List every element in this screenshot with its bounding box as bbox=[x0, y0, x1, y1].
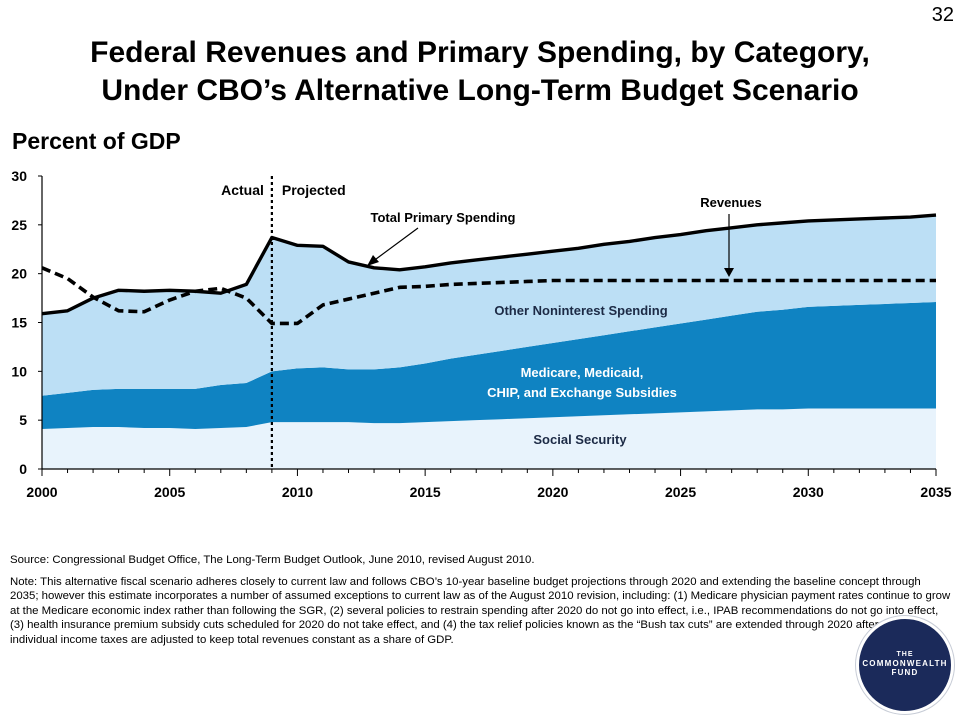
x-tick-label: 2005 bbox=[154, 484, 185, 500]
x-tick-label: 2025 bbox=[665, 484, 696, 500]
y-tick-label: 25 bbox=[11, 217, 27, 233]
area-series-1 bbox=[42, 408, 936, 469]
y-tick-label: 15 bbox=[11, 315, 27, 331]
x-tick-label: 2035 bbox=[920, 484, 951, 500]
x-tick-label: 2015 bbox=[410, 484, 441, 500]
other-noninterest-label: Other Noninterest Spending bbox=[494, 303, 667, 318]
y-tick-label: 5 bbox=[19, 412, 27, 428]
revenues-arrowhead bbox=[724, 268, 734, 277]
source-text: Source: Congressional Budget Office, The… bbox=[10, 554, 535, 566]
x-tick-label: 2000 bbox=[26, 484, 57, 500]
annotations: Actual Projected Total Primary Spending Rev… bbox=[221, 182, 762, 447]
note-text: Note: This alternative fiscal scenario a… bbox=[10, 576, 951, 646]
y-tick-label: 0 bbox=[19, 461, 27, 477]
medicare-label-line2: CHIP, and Exchange Subsidies bbox=[487, 385, 677, 400]
total-primary-spending-line bbox=[41, 213, 937, 316]
x-tick-label: 2030 bbox=[793, 484, 824, 500]
line-series bbox=[41, 213, 937, 326]
slide-number: 32 bbox=[931, 4, 954, 26]
x-tick-label: 2010 bbox=[282, 484, 313, 500]
area-layers bbox=[42, 215, 936, 469]
area-series-3 bbox=[42, 215, 936, 396]
logo-line1: THE bbox=[896, 651, 914, 658]
chart-title-line1: Federal Revenues and Primary Spending, b… bbox=[90, 36, 870, 69]
commonwealth-fund-logo: THE COMMONWEALTH FUND bbox=[856, 616, 954, 714]
total-primary-spending-label: Total Primary Spending bbox=[371, 210, 516, 225]
y-axis-unit-label: Percent of GDP bbox=[12, 128, 181, 154]
logo-line2: COMMONWEALTH bbox=[862, 659, 948, 668]
medicare-label-line1: Medicare, Medicaid, bbox=[521, 365, 644, 380]
y-tick-label: 30 bbox=[11, 168, 27, 184]
revenues-label: Revenues bbox=[700, 195, 761, 210]
total-spending-arrowhead bbox=[367, 255, 379, 266]
chart-title-line2: Under CBO’s Alternative Long-Term Budget… bbox=[101, 74, 859, 107]
area-series-2 bbox=[42, 301, 936, 429]
chart-title: Federal Revenues and Primary Spending, b… bbox=[0, 34, 960, 110]
actual-label: Actual bbox=[221, 182, 264, 198]
y-tick-label: 10 bbox=[11, 363, 27, 379]
total-spending-arrow bbox=[371, 227, 419, 263]
social-security-label: Social Security bbox=[533, 432, 627, 447]
revenues-line bbox=[41, 266, 936, 326]
projected-label: Projected bbox=[282, 182, 346, 198]
x-tick-label: 2020 bbox=[537, 484, 568, 500]
logo-line3: FUND bbox=[891, 668, 919, 677]
y-tick-label: 20 bbox=[11, 266, 27, 282]
